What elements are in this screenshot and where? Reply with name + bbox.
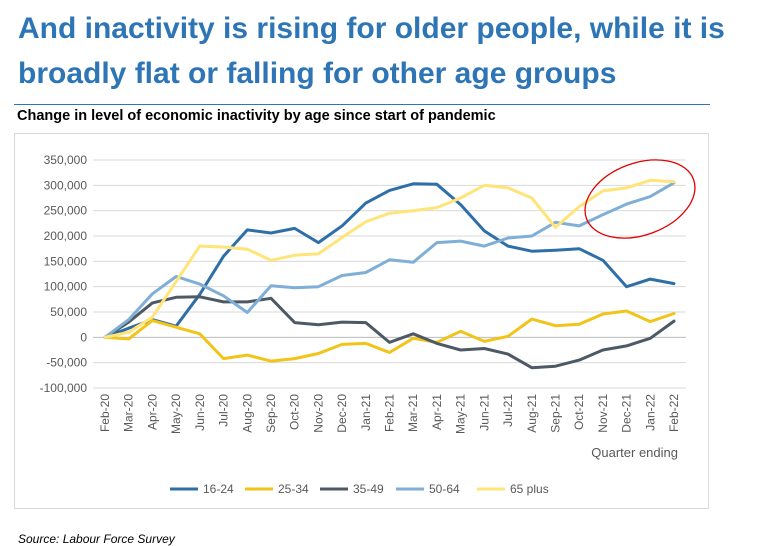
legend-label: 16-24 (203, 482, 234, 496)
chart-title: Change in level of economic inactivity b… (17, 108, 496, 124)
x-tick-label: Sep-20 (264, 394, 278, 433)
legend-label: 65 plus (510, 482, 549, 496)
series-line-65-plus (103, 178, 676, 339)
x-tick-label: May-21 (454, 394, 468, 434)
x-tick-label: Nov-20 (311, 394, 325, 433)
highlight-ellipse (584, 159, 696, 239)
x-tick-label: Oct-21 (572, 394, 586, 430)
x-tick-label: May-20 (169, 394, 183, 434)
x-tick-label: Aug-21 (525, 394, 539, 433)
x-tick-label: Jul-21 (501, 394, 515, 427)
x-tick-label: Jul-20 (217, 394, 231, 427)
line-chart: -100,000 -50,000 0 50,000 100,000 150,000 200,… (40, 153, 696, 496)
x-tick-label: Aug-20 (240, 394, 254, 433)
x-tick-label: Feb-20 (98, 394, 112, 432)
x-tick-label: Oct-20 (288, 394, 302, 430)
chart-container: -100,000 -50,000 0 50,000 100,000 150,000 200,… (14, 133, 709, 509)
x-tick-label: Jun-20 (193, 394, 207, 431)
source-note: Source: Labour Force Survey (18, 532, 175, 546)
legend-label: 35-49 (353, 482, 384, 496)
x-axis-title: Quarter ending (591, 445, 678, 460)
x-tick-label: Dec-20 (335, 394, 349, 433)
x-tick-label: Jan-21 (359, 394, 373, 431)
legend-label: 25-34 (278, 482, 309, 496)
x-tick-label: Mar-20 (122, 394, 136, 432)
y-tick-label: 50,000 (50, 305, 87, 319)
x-tick-label: Dec-21 (620, 394, 634, 433)
y-tick-label: 250,000 (44, 204, 88, 218)
series-line-35-49 (103, 295, 676, 370)
series-line-25-34 (103, 309, 676, 363)
x-tick-label: Sep-21 (548, 394, 562, 433)
y-tick-label: 300,000 (44, 178, 88, 192)
legend-label: 50-64 (429, 482, 460, 496)
x-tick-label: Jan-22 (643, 394, 657, 431)
x-tick-label: Mar-21 (406, 394, 420, 432)
series-line-50-64 (103, 181, 676, 339)
x-tick-label: Apr-20 (145, 394, 159, 430)
x-tick-label: Jun-21 (477, 394, 491, 431)
series-line-16-24 (103, 182, 676, 339)
y-tick-label: -100,000 (40, 381, 88, 395)
y-tick-label: 350,000 (44, 153, 88, 167)
y-tick-label: 0 (80, 330, 87, 344)
y-tick-label: 100,000 (44, 280, 88, 294)
x-tick-label: Feb-22 (667, 394, 681, 432)
x-tick-label: Nov-21 (596, 394, 610, 433)
y-tick-label: 150,000 (44, 254, 88, 268)
title-divider (14, 104, 710, 105)
y-tick-label: -50,000 (46, 356, 87, 370)
x-tick-label: Apr-21 (430, 394, 444, 430)
y-tick-label: 200,000 (44, 229, 88, 243)
slide-title: And inactivity is rising for older peopl… (18, 12, 725, 90)
x-tick-label: Feb-21 (383, 394, 397, 432)
